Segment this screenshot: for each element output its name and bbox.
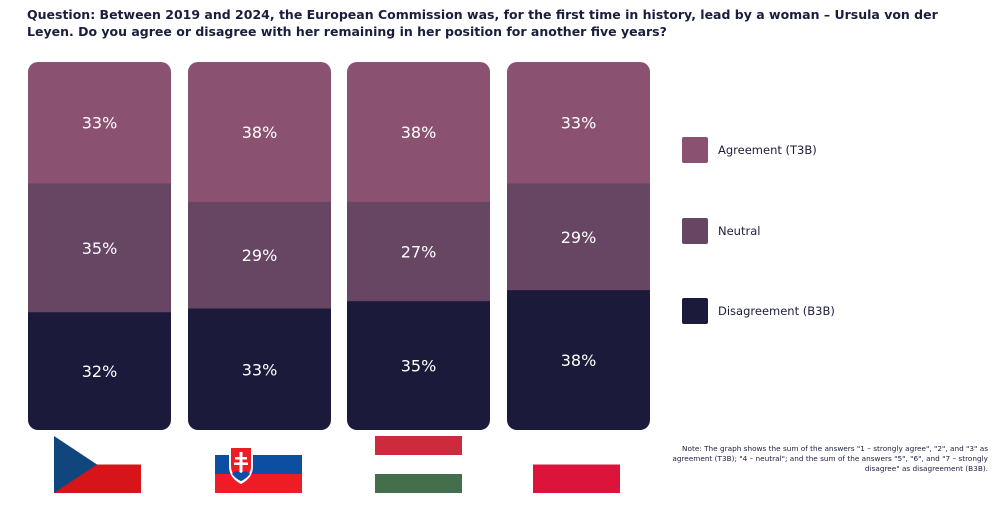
bar-segment-agreement [188,62,331,203]
polish-flag-icon [533,436,620,493]
bar-stack-hungary [347,62,490,430]
data-label-neutral: 27% [401,243,437,262]
data-label-neutral: 35% [82,239,118,258]
bar-stack-czech-republic [28,62,171,430]
data-label-disagreement: 33% [242,360,278,379]
slovak-flag-icon [215,436,302,493]
data-label-neutral: 29% [242,246,278,265]
bar-stack-slovakia [188,62,331,430]
legend-swatch-disagreement [682,298,708,324]
legend-item-disagreement: Disagreement (B3B) [682,298,835,324]
legend-item-agreement: Agreement (T3B) [682,137,817,163]
footnote: Note: The graph shows the sum of the ans… [672,444,988,473]
data-label-agreement: 38% [242,123,278,142]
data-label-disagreement: 35% [401,357,437,376]
data-label-disagreement: 32% [82,362,118,381]
bar-segment-disagreement [347,301,490,430]
bar-segment-neutral [347,201,490,302]
legend-label-disagreement: Disagreement (B3B) [718,304,835,318]
bar-segment-disagreement [28,312,171,430]
legend-label-neutral: Neutral [718,224,761,238]
bar-segment-neutral [507,183,650,291]
legend-item-neutral: Neutral [682,218,760,244]
hungarian-flag-icon [375,436,462,493]
bar-segment-neutral [28,183,171,313]
bar-segment-disagreement [188,308,331,430]
bar-segment-agreement [507,62,650,184]
bar-segment-agreement [28,62,171,184]
czech-flag-icon [54,436,141,493]
bar-stack-poland [507,62,650,430]
legend-label-agreement: Agreement (T3B) [718,143,817,157]
data-label-agreement: 38% [401,123,437,142]
data-label-neutral: 29% [561,228,597,247]
data-label-agreement: 33% [561,114,597,133]
data-label-disagreement: 38% [561,351,597,370]
data-label-agreement: 33% [82,114,118,133]
legend-swatch-neutral [682,218,708,244]
bar-segment-agreement [347,62,490,203]
question-title: Question: Between 2019 and 2024, the Eur… [27,7,938,39]
bar-segment-disagreement [507,290,650,430]
legend-swatch-agreement [682,137,708,163]
bar-segment-neutral [188,201,331,310]
